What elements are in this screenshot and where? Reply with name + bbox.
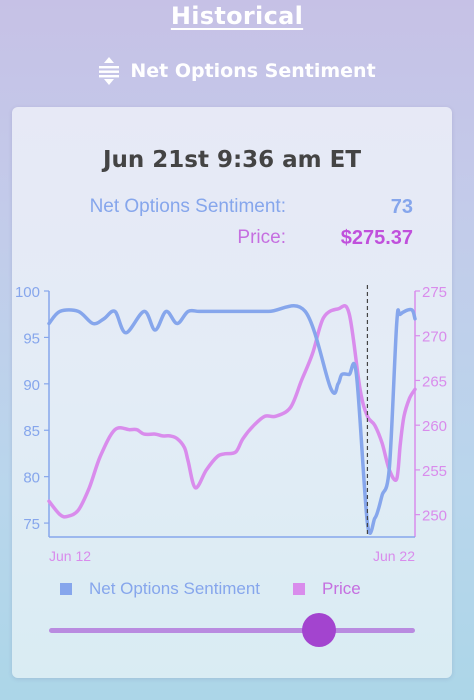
left-axis-tick-label: 100 [15,284,40,301]
legend-label-price: Price [322,579,361,598]
sentiment-label: Net Options Sentiment: [89,196,286,217]
sentiment-series-line [47,304,417,535]
left-axis-tick-label: 80 [23,470,40,487]
legend-item-price[interactable]: Price [293,579,361,599]
right-axis-tick-label: 255 [422,463,447,480]
historical-card: Jun 21st 9:36 am ET Net Options Sentimen… [12,107,452,678]
slider-track[interactable] [49,628,415,633]
left-axis-tick-label: 90 [23,377,40,394]
sentiment-row: Net Options Sentiment: 73 [12,196,452,224]
legend-swatch-sentiment [60,583,72,595]
left-axis-tick-label: 75 [23,516,40,533]
date-slider[interactable] [49,612,415,648]
slider-thumb[interactable] [301,613,336,647]
right-axis-tick-label: 250 [422,508,447,525]
x-axis-tick-label-start: Jun 12 [49,548,91,564]
price-label: Price: [237,227,286,248]
page-title: Historical [170,2,304,30]
legend-item-sentiment[interactable]: Net Options Sentiment [60,579,260,599]
price-series-line [47,304,417,519]
right-axis-tick-label: 275 [422,284,447,301]
right-axis-tick-label: 260 [422,418,447,435]
price-row: Price: $275.37 [12,227,452,255]
section-header-label: Net Options Sentiment [130,60,376,82]
x-axis-tick-label-end: Jun 22 [373,548,415,564]
right-axis-tick-label: 265 [422,373,447,390]
section-header[interactable]: Net Options Sentiment [0,56,474,86]
left-axis-tick-label: 85 [23,423,40,440]
sentiment-value: 73 [390,196,413,218]
legend-swatch-price [293,583,306,595]
timestamp: Jun 21st 9:36 am ET [102,147,362,173]
right-axis-tick-label: 270 [422,329,447,346]
legend-label-sentiment: Net Options Sentiment [89,579,261,598]
chart-legend: Net Options Sentiment Price [60,579,361,599]
price-value: $275.37 [340,227,413,249]
left-axis-tick-label: 95 [23,330,40,347]
sort-arrows-icon [98,56,120,86]
sentiment-price-chart[interactable]: 75 80 85 90 95 100 250 255 260 265 270 275 Jun 12 Jun… [12,107,452,577]
